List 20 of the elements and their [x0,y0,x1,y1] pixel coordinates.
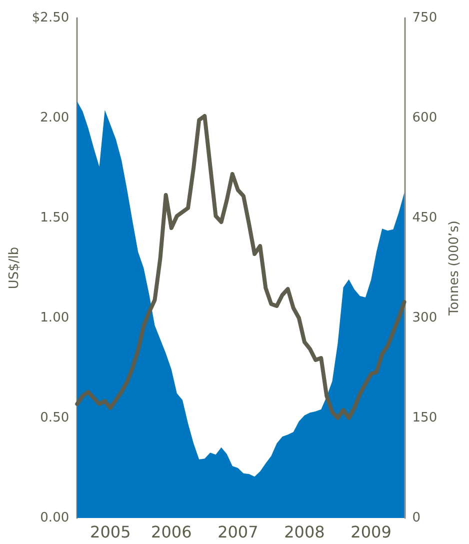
x-tick-label: 2005 [90,522,131,542]
y-tick-label: 0.00 [40,510,70,526]
y-tick-label: 2.00 [40,110,70,126]
y2-axis-title: Tonnes (000’s) [447,220,462,316]
line-series [75,114,406,420]
x-tick-label: 2009 [350,522,392,542]
x-tick-label: 2008 [284,522,325,542]
x-tick-label: 2007 [218,522,258,542]
y2-tick-label: 450 [412,210,438,226]
y-tick-label: 1.00 [40,310,70,326]
y-axis-title: US$/lb [7,246,22,290]
y2-tick-label: 0 [412,510,421,526]
y2-tick-label: 600 [412,110,438,126]
y2-tick-label: 750 [412,10,438,26]
y2-tick-label: 150 [412,410,438,426]
y-tick-label: $2.50 [32,10,70,26]
x-tick-label: 2006 [151,522,192,542]
y-tick-label: 0.50 [40,410,70,426]
y-tick-label: 1.50 [40,210,70,226]
y2-tick-label: 300 [412,310,438,326]
